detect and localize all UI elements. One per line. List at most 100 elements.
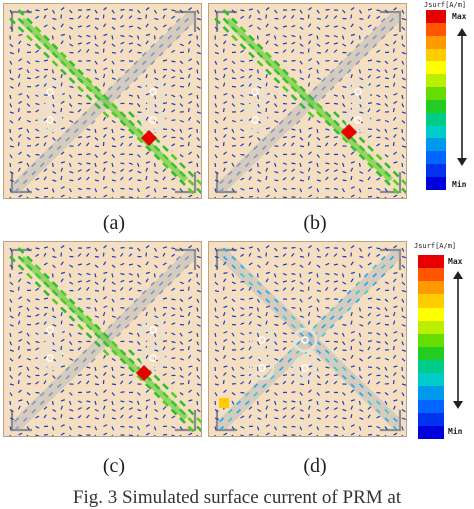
current-vector <box>197 248 199 252</box>
current-vector <box>189 287 190 291</box>
current-vector <box>163 341 167 342</box>
current-vector <box>10 95 11 99</box>
feed-dot <box>259 365 265 371</box>
current-vector <box>266 152 269 155</box>
current-vector <box>121 407 124 409</box>
current-vector <box>155 36 156 40</box>
current-vector <box>70 10 73 13</box>
current-vector <box>95 418 99 419</box>
current-vector <box>189 332 193 333</box>
current-vector <box>241 314 245 316</box>
current-vector <box>112 121 115 123</box>
current-vector <box>402 359 405 362</box>
current-vector <box>309 34 313 35</box>
current-vector <box>241 348 244 350</box>
current-vector <box>258 10 260 13</box>
current-vector <box>292 280 296 282</box>
current-vector <box>44 380 46 384</box>
current-vector <box>104 152 107 155</box>
current-vector <box>70 197 72 199</box>
current-vector <box>224 168 226 172</box>
current-vector <box>377 393 381 394</box>
current-vector <box>343 333 345 337</box>
current-vector <box>197 44 200 47</box>
current-vector <box>241 16 244 18</box>
current-vector <box>292 42 296 44</box>
current-vector <box>70 393 73 396</box>
current-vector <box>351 24 353 27</box>
current-vector <box>163 136 167 138</box>
current-vector <box>266 187 270 189</box>
current-vector <box>368 103 372 104</box>
current-vector <box>70 435 72 437</box>
current-vector <box>266 272 270 273</box>
current-vector <box>155 427 156 431</box>
current-vector <box>300 19 304 20</box>
current-vector <box>61 70 66 75</box>
current-vector <box>326 25 330 27</box>
current-vector <box>402 197 403 199</box>
current-vector <box>377 61 381 62</box>
legend-arrow <box>456 28 468 168</box>
current-vector <box>19 41 21 44</box>
current-vector <box>155 274 156 278</box>
current-vector <box>258 418 262 419</box>
current-vector <box>241 110 244 112</box>
current-vector <box>146 93 150 95</box>
current-vector <box>180 342 183 345</box>
current-vector <box>377 189 381 191</box>
feed-dot <box>252 117 258 123</box>
current-vector <box>360 257 364 258</box>
current-vector <box>78 401 82 402</box>
current-vector <box>189 273 193 274</box>
current-vector <box>224 10 229 15</box>
current-vector <box>258 70 259 74</box>
current-vector <box>180 129 182 133</box>
current-vector <box>180 95 182 98</box>
current-vector <box>394 390 397 393</box>
current-vector <box>61 41 63 44</box>
current-vector <box>351 346 352 350</box>
current-vector <box>27 401 29 405</box>
current-vector <box>36 427 40 429</box>
feed-ring <box>39 81 61 103</box>
current-vector <box>360 359 363 361</box>
current-vector <box>309 41 311 44</box>
current-vector <box>155 325 159 327</box>
current-vector <box>258 427 259 431</box>
current-vector <box>292 392 296 393</box>
current-vector <box>163 146 168 151</box>
current-vector <box>197 121 200 124</box>
current-vector <box>292 95 297 100</box>
current-vector <box>283 416 286 418</box>
current-vector <box>224 373 227 376</box>
current-vector <box>19 162 23 163</box>
current-vector <box>61 176 62 180</box>
current-vector <box>343 44 346 46</box>
current-vector <box>19 135 22 138</box>
feed-ring <box>39 347 61 369</box>
current-vector <box>377 288 380 290</box>
current-vector <box>10 342 12 346</box>
current-vector <box>351 433 354 435</box>
current-vector <box>112 19 116 20</box>
current-vector <box>27 95 29 98</box>
current-vector <box>283 87 288 92</box>
current-vector <box>351 74 352 78</box>
current-vector <box>351 34 355 35</box>
current-vector <box>343 197 345 199</box>
current-vector <box>224 339 227 341</box>
current-vector <box>197 308 198 312</box>
current-vector <box>129 427 133 428</box>
current-vector <box>394 41 396 44</box>
current-vector <box>326 263 330 265</box>
current-vector <box>241 367 244 369</box>
current-vector <box>138 189 140 192</box>
current-vector <box>53 10 55 13</box>
current-vector <box>292 129 296 130</box>
current-vector <box>241 76 245 78</box>
current-vector <box>258 333 259 337</box>
current-vector <box>343 359 347 361</box>
current-vector <box>283 288 286 291</box>
current-vector <box>394 195 398 197</box>
